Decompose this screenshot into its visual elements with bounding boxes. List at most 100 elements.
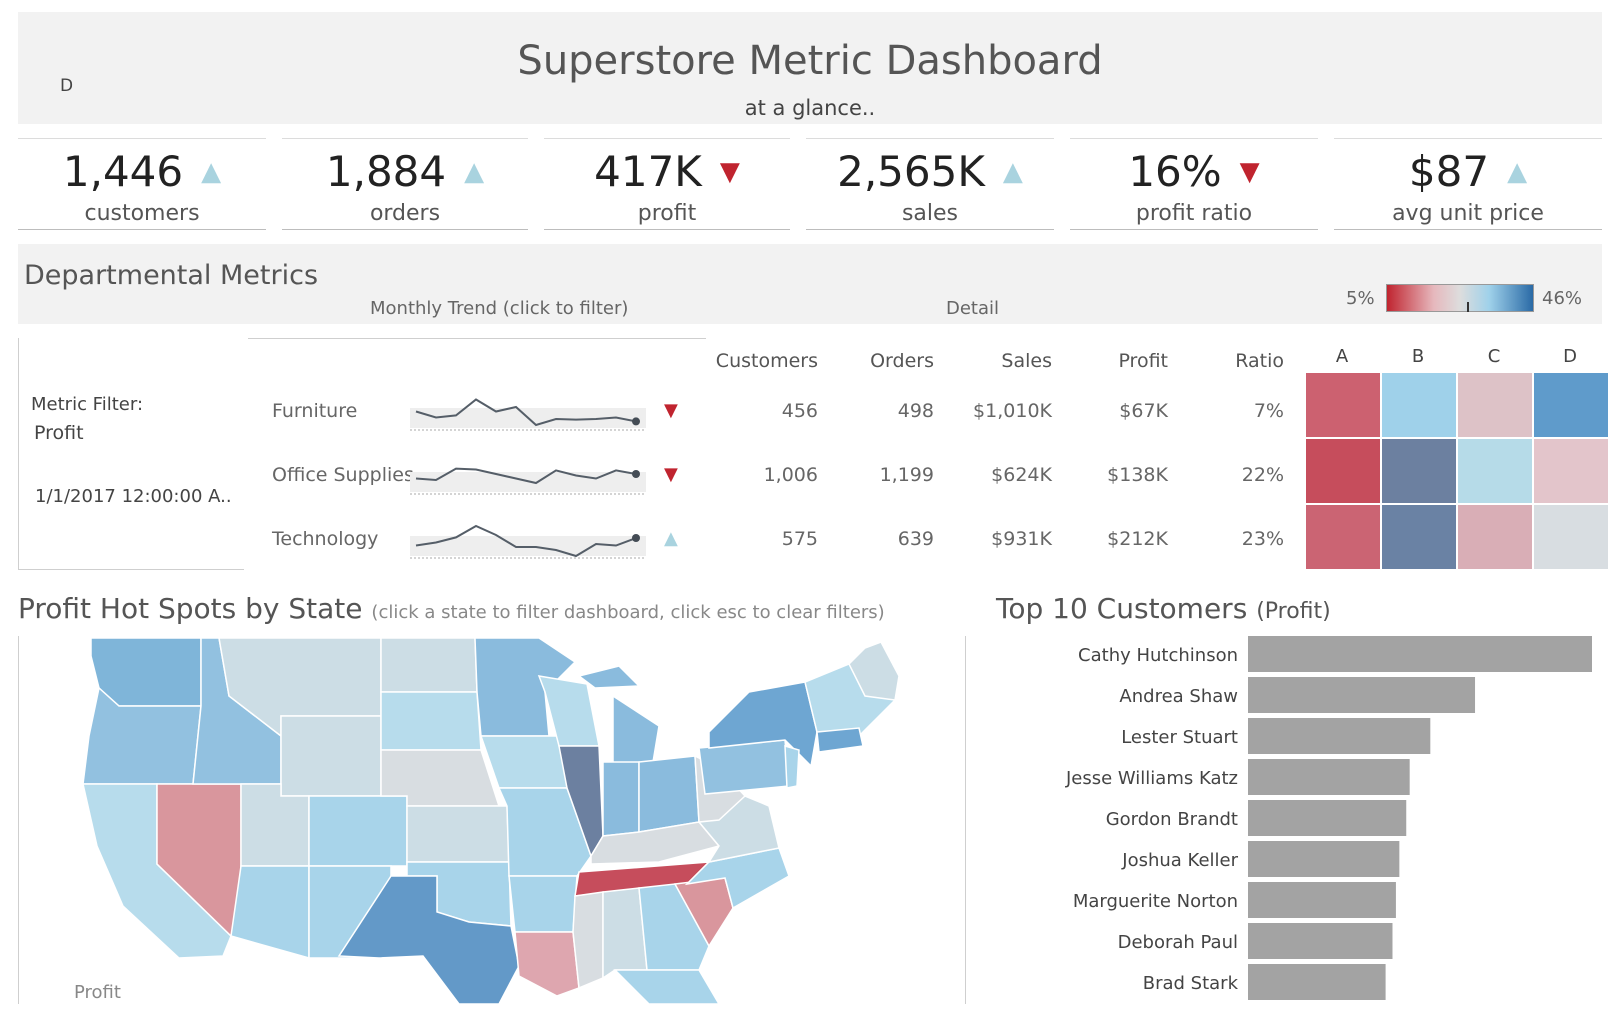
customer-profit-bar[interactable] <box>1248 677 1476 713</box>
state-colorado <box>308 795 408 867</box>
metric-filter-title: Metric Filter: <box>31 394 144 415</box>
heatmap-column-a: A <box>1335 346 1349 367</box>
column-header-ratio[interactable]: Ratio <box>1235 350 1284 372</box>
cell-sales: $931K <box>991 528 1052 550</box>
sparkline-endpoint <box>632 470 640 478</box>
heatmap-cell[interactable] <box>1457 372 1533 438</box>
customer-name-label[interactable]: Gordon Brandt <box>1106 809 1238 830</box>
heatmap-cell[interactable] <box>1457 504 1533 570</box>
state-wyoming <box>280 715 382 797</box>
state-florida <box>613 969 720 1004</box>
kpi-orders[interactable]: 1,884 ▲ orders <box>282 138 528 230</box>
state-ohio <box>638 755 700 833</box>
sparkline-office-supplies[interactable] <box>410 460 646 496</box>
kpi-profit-ratio[interactable]: 16% ▼ profit ratio <box>1070 138 1318 230</box>
state-arkansas <box>508 875 578 933</box>
column-header-customers[interactable]: Customers <box>715 350 818 372</box>
legend-min-label: 5% <box>1346 288 1375 309</box>
heatmap-cell[interactable] <box>1305 438 1381 504</box>
state-minnesota <box>474 637 577 737</box>
dashboard-title: Superstore Metric Dashboard <box>517 38 1103 84</box>
state-indiana <box>602 761 640 837</box>
trend-up-icon: ▲ <box>1507 156 1528 187</box>
category-label-furniture[interactable]: Furniture <box>272 400 358 422</box>
sparkline-endpoint <box>632 417 640 426</box>
heatmap-cell[interactable] <box>1381 372 1457 438</box>
customer-profit-bar[interactable] <box>1248 964 1386 1000</box>
cell-ratio: 23% <box>1241 528 1284 550</box>
divider <box>248 338 706 339</box>
kpi-value: 2,565K <box>837 147 985 196</box>
corner-label: D <box>60 76 74 96</box>
metric-filter-value[interactable]: Profit <box>34 422 84 444</box>
heatmap-cell[interactable] <box>1381 438 1457 504</box>
kpi-label: profit <box>637 201 697 226</box>
customer-profit-bar[interactable] <box>1248 759 1410 795</box>
column-header-sales[interactable]: Sales <box>1001 350 1052 372</box>
heatmap-cell[interactable] <box>1533 372 1609 438</box>
metric-filter-panel[interactable]: Metric Filter: Profit 1/1/2017 12:00:00 … <box>18 338 244 570</box>
state-massachusetts <box>816 727 864 753</box>
customer-profit-bar[interactable] <box>1248 841 1400 877</box>
trend-down-icon: ▼ <box>1239 156 1260 187</box>
kpi-label: customers <box>84 201 200 226</box>
state-new-jersey <box>784 744 800 789</box>
state-iowa <box>479 735 568 789</box>
customer-name-label[interactable]: Jesse Williams Katz <box>1065 768 1238 789</box>
customer-profit-bar[interactable] <box>1248 800 1407 836</box>
heatmap-cell[interactable] <box>1381 504 1457 570</box>
customer-name-label[interactable]: Brad Stark <box>1143 973 1239 994</box>
cell-orders: 498 <box>897 400 934 422</box>
customer-name-label[interactable]: Joshua Keller <box>1121 850 1238 871</box>
cell-profit: $138K <box>1107 464 1168 486</box>
customer-name-label[interactable]: Lester Stuart <box>1121 727 1238 748</box>
sparkline-endpoint <box>632 534 640 542</box>
customer-name-label[interactable]: Andrea Shaw <box>1119 686 1238 707</box>
state-new-york <box>708 681 818 768</box>
departmental-header: Departmental Metrics Monthly Trend (clic… <box>18 244 1602 324</box>
customer-profit-bar[interactable] <box>1248 923 1393 959</box>
map-title-text: Profit Hot Spots by State <box>18 592 363 625</box>
heatmap-cell[interactable] <box>1457 438 1533 504</box>
map-svg[interactable] <box>19 636 966 1004</box>
kpi-avg-unit-price[interactable]: $87 ▲ avg unit price <box>1334 138 1602 230</box>
departmental-title: Departmental Metrics <box>24 260 319 291</box>
heatmap-cell[interactable] <box>1305 372 1381 438</box>
kpi-label: orders <box>369 201 441 226</box>
heatmap-column-c: C <box>1487 346 1501 367</box>
customer-name-label[interactable]: Cathy Hutchinson <box>1078 645 1238 666</box>
customer-profit-bar[interactable] <box>1248 882 1396 918</box>
date-filter-value[interactable]: 1/1/2017 12:00:00 A.. <box>35 486 232 507</box>
sparkline-furniture[interactable] <box>410 396 646 432</box>
heatmap-cell[interactable] <box>1533 438 1609 504</box>
heatmap-cell[interactable] <box>1305 504 1381 570</box>
category-label-technology[interactable]: Technology <box>272 528 379 550</box>
customer-name-label[interactable]: Marguerite Norton <box>1073 891 1238 912</box>
map-title: Profit Hot Spots by State (click a state… <box>18 592 885 625</box>
cell-sales: $1,010K <box>973 400 1052 422</box>
customer-profit-bar[interactable] <box>1248 636 1592 672</box>
state-louisiana <box>514 931 580 997</box>
top-customers-subtitle: (Profit) <box>1256 599 1331 624</box>
kpi-label: profit ratio <box>1135 201 1253 226</box>
state-arizona <box>230 865 310 959</box>
cell-orders: 1,199 <box>879 464 934 486</box>
sparkline-technology[interactable] <box>410 524 646 560</box>
state-texas <box>337 875 520 1004</box>
trend-down-icon: ▼ <box>664 464 678 485</box>
column-header-orders[interactable]: Orders <box>870 350 934 372</box>
sparkline-line <box>415 398 637 427</box>
category-label-office-supplies[interactable]: Office Supplies <box>272 464 414 486</box>
column-header-profit[interactable]: Profit <box>1118 350 1168 372</box>
heatmap-cell[interactable] <box>1533 504 1609 570</box>
state-georgia <box>638 883 710 971</box>
state-utah <box>240 783 310 867</box>
kpi-customers[interactable]: 1,446 ▲ customers <box>18 138 266 230</box>
customer-name-label[interactable]: Deborah Paul <box>1118 932 1238 953</box>
top-customers-bar-chart[interactable]: Cathy Hutchinson Andrea Shaw Lester Stuart… <box>996 636 1596 1008</box>
kpi-sales[interactable]: 2,565K ▲ sales <box>806 138 1054 230</box>
customer-profit-bar[interactable] <box>1248 718 1431 754</box>
kpi-label: sales <box>901 201 959 226</box>
kpi-profit[interactable]: 417K ▼ profit <box>544 138 790 230</box>
us-state-map[interactable] <box>18 636 966 1004</box>
